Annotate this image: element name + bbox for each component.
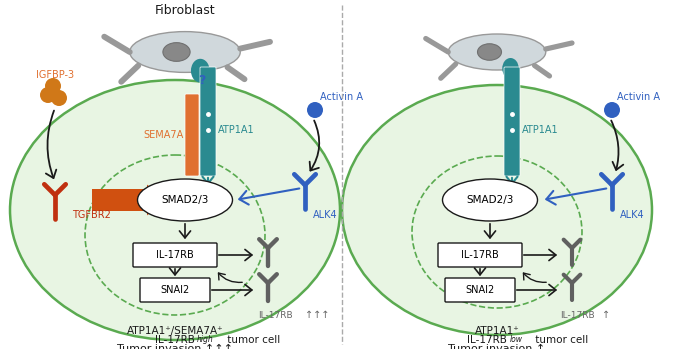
Text: SMAD2/3: SMAD2/3 [466, 195, 514, 205]
Text: IL-17RB: IL-17RB [467, 335, 507, 345]
Text: IL-17RB: IL-17RB [258, 311, 292, 319]
Text: ATP1A1⁺/SEMA7A⁺: ATP1A1⁺/SEMA7A⁺ [127, 326, 223, 336]
FancyBboxPatch shape [140, 278, 210, 302]
Text: ?: ? [199, 74, 205, 87]
FancyBboxPatch shape [504, 67, 520, 176]
Ellipse shape [138, 179, 232, 221]
Ellipse shape [10, 80, 340, 340]
Ellipse shape [129, 32, 240, 72]
Text: IGFBP-3: IGFBP-3 [36, 70, 74, 80]
Text: ALK4: ALK4 [620, 210, 645, 220]
Circle shape [51, 90, 67, 106]
FancyBboxPatch shape [185, 94, 199, 176]
Text: SNAI2: SNAI2 [160, 285, 190, 295]
Text: Tumor invasion ↑↑↑: Tumor invasion ↑↑↑ [117, 344, 233, 349]
Text: high: high [197, 335, 214, 344]
Ellipse shape [342, 85, 652, 335]
Text: ALK4: ALK4 [313, 210, 338, 220]
FancyBboxPatch shape [133, 243, 217, 267]
Circle shape [307, 102, 323, 118]
Text: ↑: ↑ [602, 310, 610, 320]
Text: IL-17RB: IL-17RB [560, 311, 595, 319]
FancyBboxPatch shape [438, 243, 522, 267]
Circle shape [604, 102, 620, 118]
Text: ATP1A1: ATP1A1 [522, 125, 559, 135]
Text: ↑↑↑: ↑↑↑ [305, 310, 329, 320]
Text: SEMA7A: SEMA7A [144, 130, 184, 140]
Text: tumor cell: tumor cell [224, 335, 280, 345]
Text: ATP1A1: ATP1A1 [218, 125, 255, 135]
Ellipse shape [477, 44, 501, 60]
Text: low: low [510, 335, 523, 344]
Ellipse shape [502, 58, 519, 79]
Ellipse shape [443, 179, 538, 221]
Circle shape [45, 78, 61, 94]
Ellipse shape [191, 59, 210, 83]
Text: Activin A: Activin A [320, 92, 363, 102]
FancyBboxPatch shape [445, 278, 515, 302]
Text: SNAI2: SNAI2 [465, 285, 495, 295]
FancyArrow shape [92, 185, 166, 215]
Text: Activin A: Activin A [617, 92, 660, 102]
Text: ATP1A1⁺: ATP1A1⁺ [475, 326, 519, 336]
Text: IL-17RB: IL-17RB [155, 335, 195, 345]
Text: IL-17RB: IL-17RB [156, 250, 194, 260]
Text: tumor cell: tumor cell [532, 335, 588, 345]
Text: Tumor invasion ↑: Tumor invasion ↑ [449, 344, 546, 349]
Circle shape [40, 87, 56, 103]
Text: TGFBR2: TGFBR2 [72, 210, 111, 220]
Text: Fibroblast: Fibroblast [155, 3, 215, 16]
FancyBboxPatch shape [200, 67, 216, 176]
Text: IL-17RB: IL-17RB [461, 250, 499, 260]
Ellipse shape [163, 43, 190, 61]
Text: SMAD2/3: SMAD2/3 [161, 195, 209, 205]
Ellipse shape [448, 34, 546, 70]
